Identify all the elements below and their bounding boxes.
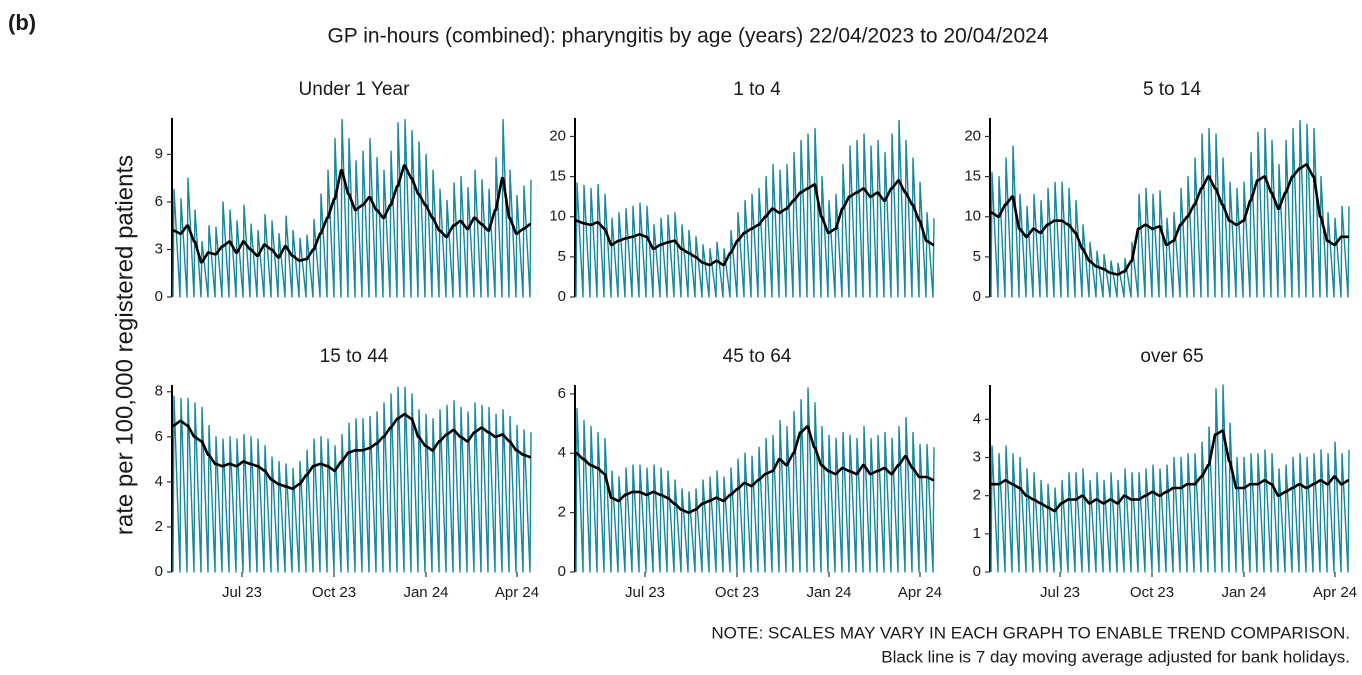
panel-title: Under 1 Year [299,79,411,100]
y-tick-label: 20 [549,127,566,144]
daily-line [990,384,1350,573]
y-tick-label: 9 [155,145,163,162]
x-tick-label: Jan 24 [403,584,448,601]
x-tick-label: Oct 23 [312,584,356,601]
x-tick-label: Jul 23 [222,584,262,601]
note: Black line is 7 day moving average adjus… [881,647,1350,666]
y-tick-label: 5 [558,248,566,265]
daily-line [990,119,1350,298]
y-tick-label: 0 [973,288,981,305]
daily-line [575,387,935,573]
y-tick-label: 0 [558,563,566,580]
panel-title: 5 to 14 [1143,79,1202,100]
y-tick-label: 2 [973,487,981,504]
y-tick-label: 1 [973,525,981,542]
daily-line [575,119,935,298]
x-tick-label: Jan 24 [806,584,851,601]
y-tick-label: 6 [558,385,566,402]
y-tick-label: 15 [964,168,981,185]
moving-average-line [990,163,1350,276]
moving-average-line [990,429,1350,513]
panel-title: 1 to 4 [733,79,781,100]
y-tick-label: 2 [155,518,163,535]
y-tick-label: 6 [155,428,163,445]
y-tick-label: 10 [964,208,981,225]
chart-title: GP in-hours (combined): pharyngitis by a… [327,25,1048,48]
y-tick-label: 3 [973,448,981,465]
y-tick-label: 0 [155,288,163,305]
x-tick-label: Oct 23 [1130,584,1174,601]
y-tick-label: 4 [558,444,566,461]
x-tick-label: Jul 23 [1040,584,1080,601]
moving-average-line [575,425,935,514]
panel-title: over 65 [1140,346,1203,367]
y-tick-label: 0 [155,563,163,580]
y-tick-label: 4 [973,410,981,427]
panel-label: (b) [8,10,36,35]
y-tick-label: 5 [973,248,981,265]
y-axis-label: rate per 100,000 registered patients [111,155,138,535]
y-tick-label: 8 [155,383,163,400]
y-tick-label: 0 [973,563,981,580]
note: NOTE: SCALES MAY VARY IN EACH GRAPH TO E… [711,623,1350,642]
y-tick-label: 20 [964,127,981,144]
x-tick-label: Jan 24 [1221,584,1266,601]
x-tick-label: Apr 24 [495,584,539,601]
moving-average-line [575,179,935,267]
y-tick-label: 3 [155,240,163,257]
y-tick-label: 0 [558,288,566,305]
moving-average-line [172,164,532,264]
panel-title: 15 to 44 [320,346,389,367]
daily-line [172,386,532,573]
y-tick-label: 2 [558,504,566,521]
x-tick-label: Apr 24 [1313,584,1357,601]
x-tick-label: Jul 23 [625,584,665,601]
moving-average-line [172,413,532,490]
x-tick-label: Oct 23 [715,584,759,601]
x-tick-label: Apr 24 [898,584,942,601]
y-tick-label: 15 [549,168,566,185]
daily-line [172,118,532,298]
panel-title: 45 to 64 [723,346,792,367]
y-tick-label: 6 [155,193,163,210]
y-tick-label: 10 [549,208,566,225]
y-tick-label: 4 [155,473,163,490]
